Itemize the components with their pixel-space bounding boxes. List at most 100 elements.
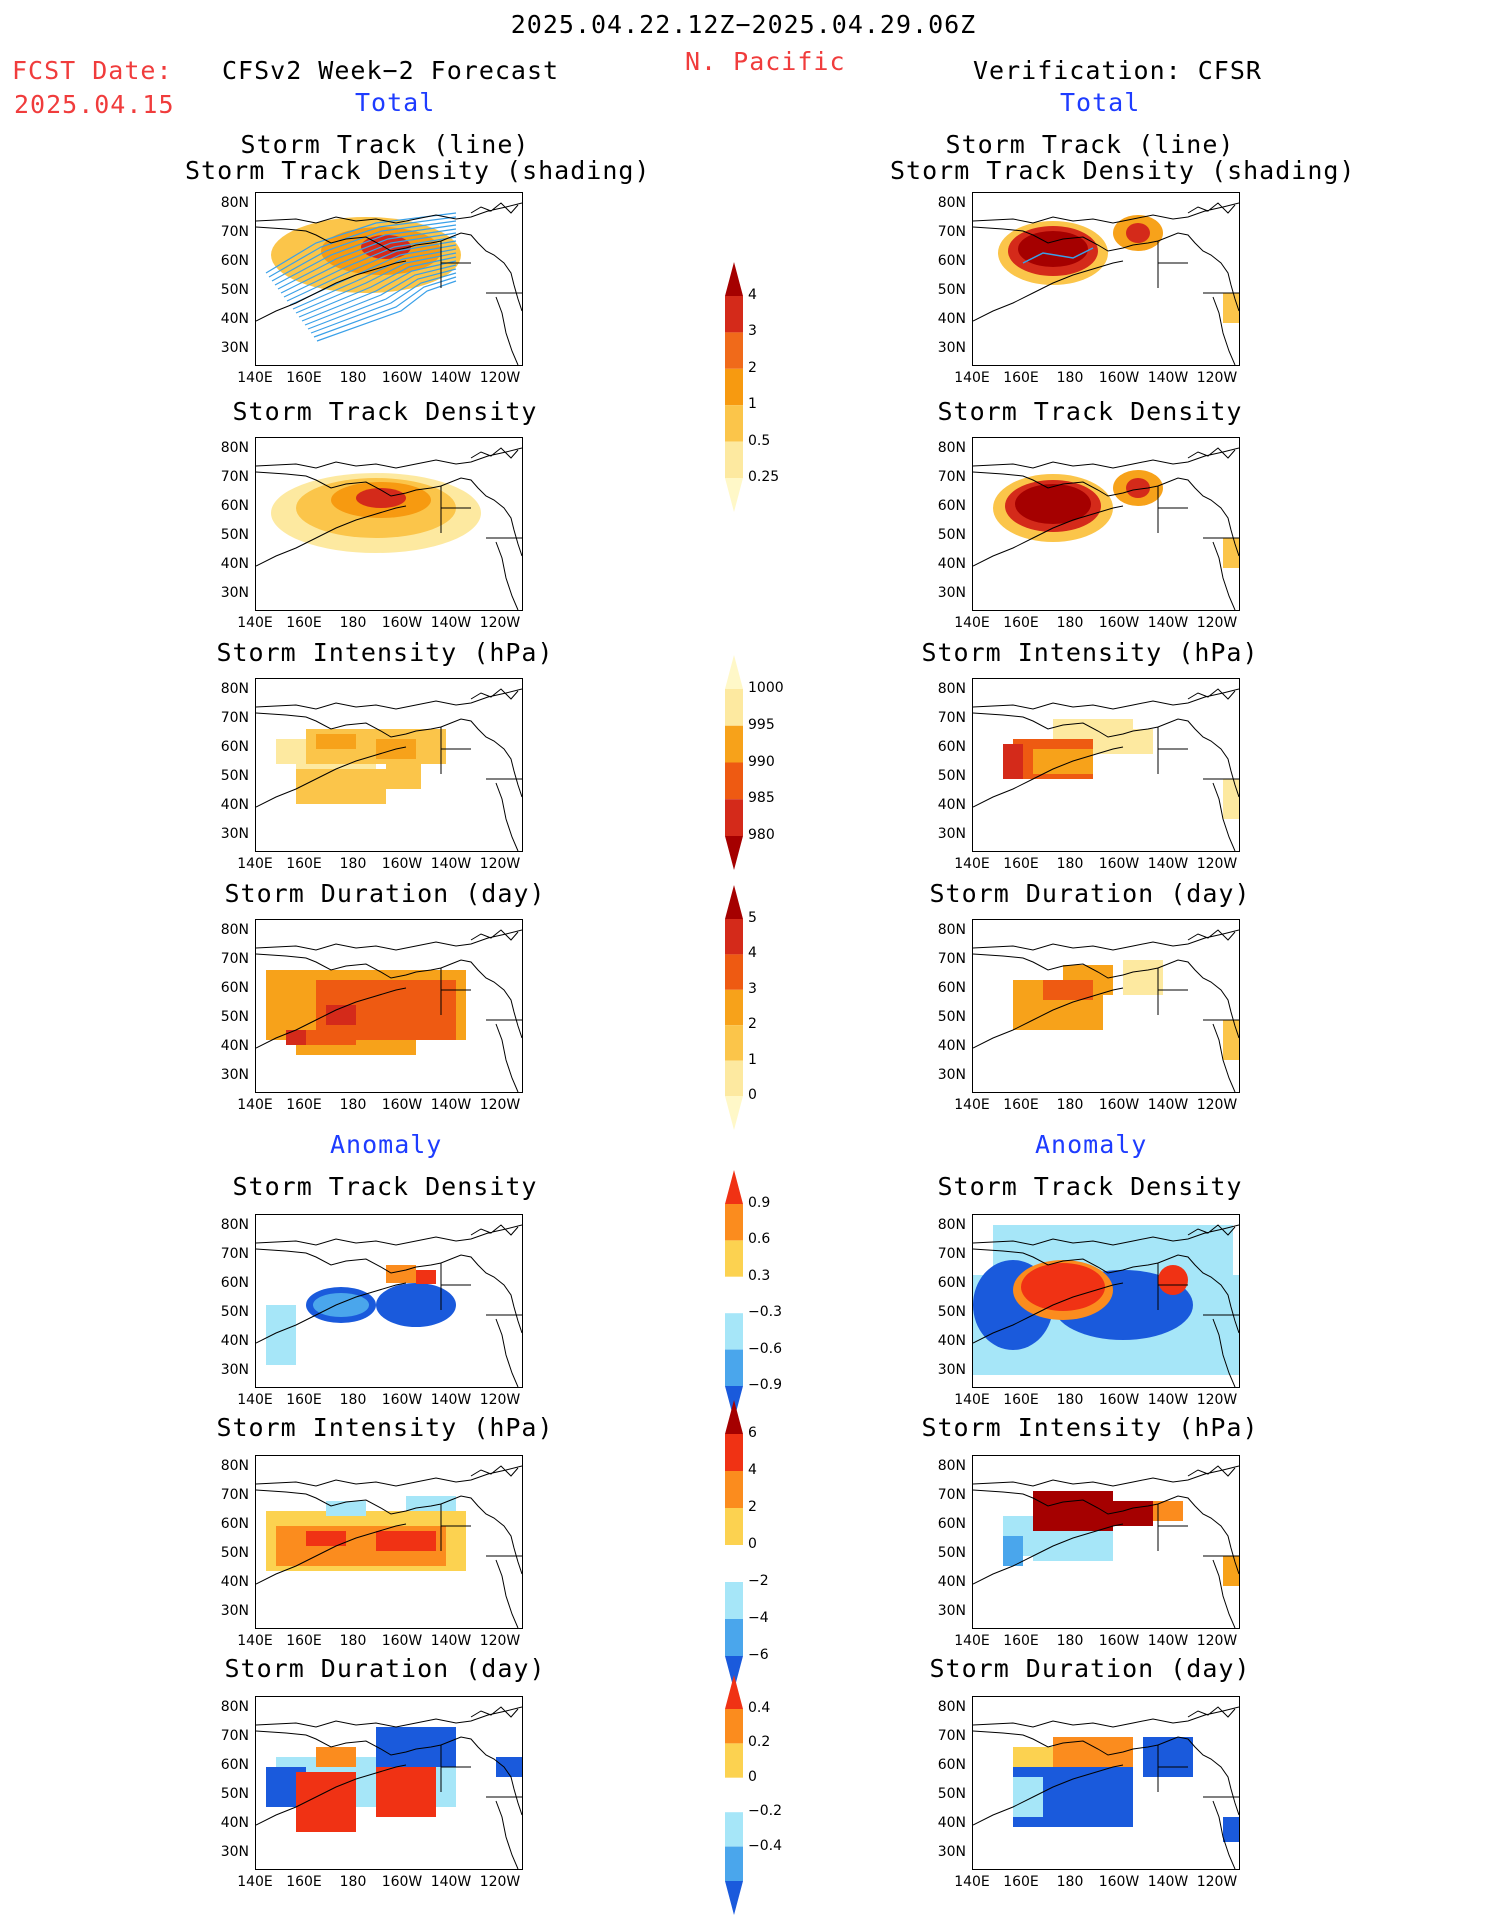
lat-tick-label: 70N: [937, 469, 966, 485]
right-anom-density-title: Storm Track Density: [937, 1172, 1243, 1201]
lat-tick-label: 40N: [220, 1038, 249, 1054]
colorbar-segment: [725, 405, 743, 442]
lon-tick-label: 160W: [1098, 1097, 1140, 1113]
lat-tick-label: 70N: [937, 710, 966, 726]
duration-cell: [1043, 980, 1093, 1000]
lat-tick-label: 70N: [220, 1246, 249, 1262]
colorbar-label: 985: [748, 790, 775, 807]
colorbar-segment: [725, 762, 743, 800]
left-track-title-2: Storm Track Density (shading): [185, 156, 651, 185]
anom-blob: [1021, 1263, 1105, 1311]
lon-tick-label: 140E: [237, 370, 273, 386]
lat-tick-label: 50N: [937, 1304, 966, 1320]
right-anom-duration-title: Storm Duration (day): [929, 1654, 1251, 1683]
lat-tick-label: 70N: [220, 710, 249, 726]
right-total-label: Total: [1060, 88, 1141, 117]
colorbar-segment: [725, 262, 743, 296]
lat-tick-label: 70N: [220, 469, 249, 485]
map-panel-L3: [255, 919, 523, 1093]
lon-tick-label: 140W: [430, 1392, 472, 1408]
colorbar-label: 0: [748, 1536, 757, 1552]
right-track-title-2: Storm Track Density (shading): [890, 156, 1356, 185]
colorbar-label: −4: [748, 1610, 769, 1626]
left-anom-density-title: Storm Track Density: [232, 1172, 538, 1201]
lon-tick-label: 120W: [479, 1097, 521, 1113]
lat-tick-label: 80N: [220, 681, 249, 697]
lon-tick-label: 140E: [954, 1392, 990, 1408]
map-panel-L4: [255, 1214, 523, 1388]
duration-cell: [296, 1030, 356, 1045]
colorbar-label: −0.6: [748, 1340, 782, 1357]
colorbar-label: 0.4: [748, 1700, 771, 1716]
lon-tick-label: 140E: [237, 1392, 273, 1408]
lon-tick-label: 120W: [479, 1874, 521, 1890]
colorbar-label: 1: [748, 396, 757, 413]
lon-tick-label: 140W: [1147, 1633, 1189, 1649]
lat-tick-label: 70N: [937, 1728, 966, 1744]
map-panel-R2: [972, 678, 1240, 852]
lon-tick-label: 160W: [381, 1392, 423, 1408]
lon-tick-label: 180: [1056, 1633, 1084, 1649]
lon-tick-label: 160W: [1098, 615, 1140, 631]
density-shade: [1126, 478, 1150, 498]
lat-tick-label: 80N: [220, 1699, 249, 1715]
colorbar-segment: [725, 1545, 743, 1582]
anom-cell: [496, 1757, 522, 1777]
fcst-date-label: FCST Date:: [12, 56, 173, 85]
colorbar-segment: [725, 1881, 743, 1915]
lon-tick-label: 140E: [237, 1097, 273, 1113]
region-label: N. Pacific: [685, 47, 846, 76]
lat-tick-label: 80N: [937, 440, 966, 456]
lon-tick-label: 140W: [430, 615, 472, 631]
lat-tick-label: 70N: [220, 951, 249, 967]
lat-tick-label: 40N: [220, 1333, 249, 1349]
lon-tick-label: 160E: [286, 1874, 322, 1890]
anom-cell: [1223, 1817, 1239, 1842]
coastline: [973, 929, 1239, 1092]
lon-tick-label: 180: [339, 1097, 367, 1113]
lat-tick-label: 80N: [937, 195, 966, 211]
right-intensity-title: Storm Intensity (hPa): [921, 638, 1259, 667]
lon-tick-label: 140E: [237, 856, 273, 872]
left-total-label: Total: [355, 88, 436, 117]
colorbar-segment: [725, 799, 743, 836]
colorbar-segment: [725, 725, 743, 763]
coastline: [256, 688, 522, 851]
left-density-title: Storm Track Density: [232, 397, 538, 426]
lat-tick-label: 80N: [937, 1217, 966, 1233]
lon-tick-label: 140W: [430, 1633, 472, 1649]
anom-cell: [1053, 1737, 1133, 1767]
anom-cell: [1013, 1777, 1043, 1817]
colorbar-label: 1000: [748, 680, 784, 696]
lon-tick-label: 160E: [1003, 1874, 1039, 1890]
lon-tick-label: 140E: [237, 615, 273, 631]
right-track-title-1: Storm Track (line): [945, 130, 1235, 159]
colorbar-label: −0.2: [748, 1803, 782, 1820]
colorbar-segment: [725, 836, 743, 870]
lon-tick-label: 160W: [381, 1097, 423, 1113]
lon-tick-label: 160E: [286, 1633, 322, 1649]
lat-tick-label: 60N: [220, 1275, 249, 1291]
colorbar-label: −6: [748, 1647, 769, 1663]
lon-tick-label: 140W: [430, 1097, 472, 1113]
lat-tick-label: 50N: [937, 1786, 966, 1802]
intensity-cell: [1223, 779, 1239, 819]
left-anom-intensity-title: Storm Intensity (hPa): [216, 1413, 554, 1442]
lon-tick-label: 140E: [954, 370, 990, 386]
density-shade: [1015, 484, 1091, 524]
lat-tick-label: 30N: [937, 1603, 966, 1619]
colorbar-segment: [725, 1434, 743, 1471]
lat-tick-label: 30N: [937, 1067, 966, 1083]
intensity-cell: [1033, 749, 1093, 774]
left-anomaly-label: Anomaly: [330, 1130, 443, 1159]
colorbar-label: 0.25: [748, 469, 780, 485]
colorbar-segment: [725, 1743, 743, 1778]
lon-tick-label: 160W: [1098, 1392, 1140, 1408]
lon-tick-label: 160E: [1003, 370, 1039, 386]
colorbar-segment: [725, 1240, 743, 1277]
lat-tick-label: 80N: [937, 922, 966, 938]
fcst-date-value: 2025.04.15: [14, 90, 175, 119]
colorbar-label: 995: [748, 716, 775, 733]
colorbar-label: −2: [748, 1573, 769, 1589]
anom-blob: [376, 1283, 456, 1327]
